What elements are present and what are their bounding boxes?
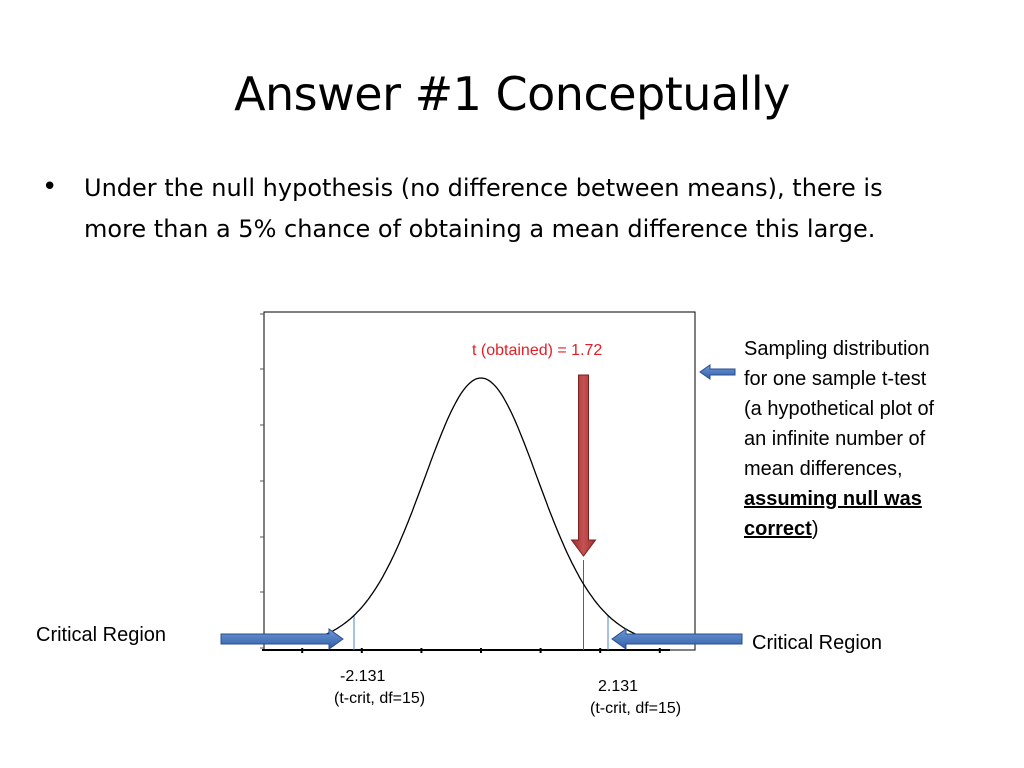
note-line: mean differences, [744, 458, 903, 480]
note-line: Sampling distribution [744, 338, 930, 360]
tcrit-right-label: 2.131 (t-crit, df=15) [590, 676, 681, 720]
tcrit-left-note: (t-crit, df=15) [334, 690, 426, 707]
note-pointer-arrow [699, 364, 736, 380]
note-tail: ) [811, 518, 819, 540]
note-line: for one sample t-test [744, 368, 927, 390]
tcrit-right-note: (t-crit, df=15) [590, 700, 682, 717]
critical-region-right-arrow [611, 628, 743, 650]
plot-frame [263, 311, 696, 651]
slide-title: Answer #1 Conceptually [234, 67, 790, 121]
critical-region-left-label: Critical Region [36, 624, 167, 646]
critical-region-right-label: Critical Region [752, 632, 883, 654]
bullet-text: Under the null hypothesis (no difference… [84, 174, 883, 243]
t-distribution-curve [302, 377, 660, 643]
note-line: an infinite number of [744, 428, 926, 450]
note-emphasis: assuming null was [744, 488, 922, 510]
sampling-distribution-note: Sampling distribution for one sample t-t… [744, 334, 934, 544]
tcrit-left-label: -2.131 (t-crit, df=15) [334, 666, 425, 710]
note-emphasis: correct [744, 518, 812, 540]
note-line: (a hypothetical plot of [744, 398, 935, 420]
tcrit-left-value: -2.131 [340, 668, 386, 685]
critical-region-left-arrow [220, 628, 344, 650]
t-obtained-label: t (obtained) = 1.72 [472, 342, 603, 359]
t-obtained-arrow [570, 374, 597, 557]
tcrit-right-value: 2.131 [598, 678, 639, 695]
bullet-marker: • [42, 172, 58, 202]
